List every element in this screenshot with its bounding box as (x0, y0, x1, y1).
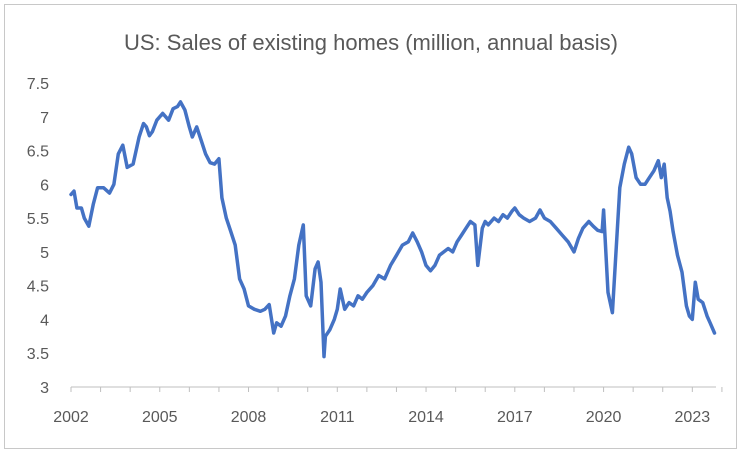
x-tick-label: 2002 (53, 409, 89, 426)
y-tick-label: 7.5 (27, 76, 49, 93)
chart-title: US: Sales of existing homes (million, an… (123, 30, 618, 55)
x-axis: 2002 2005 2008 2011 2014 2017 2020 2023 (53, 386, 723, 426)
x-tick-label: 2011 (320, 409, 355, 426)
y-tick-label: 7 (40, 110, 49, 127)
x-tick-label: 2020 (586, 409, 622, 426)
series-layer (69, 100, 717, 359)
x-tick-label: 2005 (142, 409, 178, 426)
y-tick-label: 3 (40, 380, 49, 397)
y-tick-label: 5 (40, 245, 49, 262)
y-tick-label: 6 (40, 177, 49, 194)
y-tick-label: 4 (40, 312, 49, 329)
y-axis-ticks: 3 3.5 4 4.5 5 5.5 6 6.5 7 7.5 (27, 76, 49, 397)
x-tick-label: 2023 (675, 409, 711, 426)
x-tick-label: 2008 (231, 409, 267, 426)
chart-frame (4, 4, 737, 449)
x-tick-label: 2017 (497, 409, 533, 426)
y-tick-label: 5.5 (27, 211, 49, 228)
y-tick-label: 6.5 (27, 144, 49, 161)
y-tick-label: 4.5 (27, 279, 49, 296)
x-tick-label: 2014 (408, 409, 444, 426)
y-tick-label: 3.5 (27, 346, 49, 363)
series-line (69, 100, 717, 359)
